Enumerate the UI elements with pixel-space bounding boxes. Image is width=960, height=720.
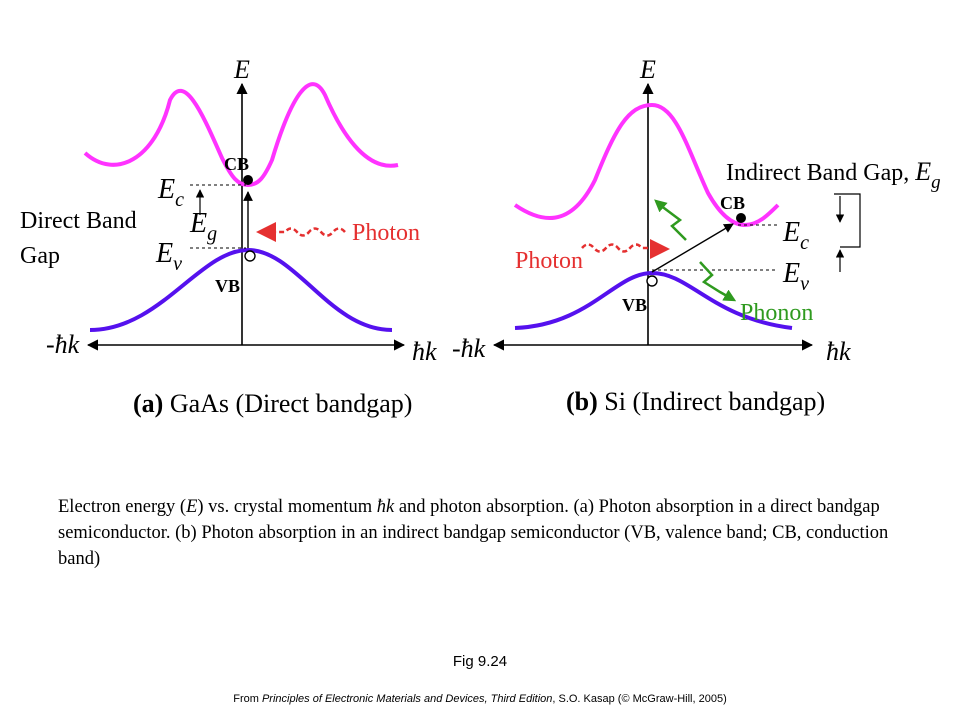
photon-arrow-head xyxy=(650,239,670,259)
electron-dot xyxy=(736,213,746,223)
k-axis-pos-label: ħk xyxy=(826,337,851,366)
cb-label: CB xyxy=(224,154,249,174)
figure-number: Fig 9.24 xyxy=(452,653,508,670)
valence-band-curve xyxy=(89,247,393,332)
vb-label: VB xyxy=(622,295,647,315)
indirect-band-gap-label: Indirect Band Gap, Eg xyxy=(726,157,941,193)
ev-label: Ev xyxy=(782,258,809,295)
ev-label: Ev xyxy=(155,238,182,275)
k-axis-pos-label: ħk xyxy=(412,337,437,366)
source-credit: From Principles of Electronic Materials … xyxy=(233,693,727,705)
photon-wave-arrow xyxy=(270,227,346,237)
hole-circle xyxy=(244,250,256,262)
cb-label: CB xyxy=(720,193,745,213)
energy-axis-label: E xyxy=(233,55,250,84)
valence-band-curve xyxy=(514,270,793,330)
panel-b-title: (b) Si (Indirect bandgap) xyxy=(566,387,825,416)
phonon-arrow-up xyxy=(654,199,687,241)
panel-b-indirect-bandgap: E -ħk ħk CB VB Ec Ev Indirect Band Gap, … xyxy=(452,55,941,416)
panel-a-title: (a) GaAs (Direct bandgap) xyxy=(133,389,412,418)
k-axis-neg-label: -ħk xyxy=(46,330,80,359)
electron-dot xyxy=(243,175,253,185)
band-diagram-figure: E -ħk ħk CB VB Ec Eg Ev Direct Band Gap … xyxy=(20,55,941,418)
photon-wave-arrow xyxy=(581,243,652,253)
hole-circle xyxy=(646,275,658,287)
energy-axis-label: E xyxy=(639,55,656,84)
gap-bracket xyxy=(834,193,861,248)
figure-caption: Electron energy (E) vs. crystal momentum… xyxy=(58,497,889,569)
phonon-arrow-down xyxy=(699,261,737,302)
phonon-label: Phonon xyxy=(740,300,813,326)
eg-label: Eg xyxy=(189,208,217,245)
conduction-band-curve xyxy=(83,82,399,188)
direct-band-gap-label-line1: Direct Band xyxy=(20,208,137,234)
ec-label: Ec xyxy=(782,217,809,254)
photon-label: Photon xyxy=(352,220,420,246)
panel-a-direct-bandgap: E -ħk ħk CB VB Ec Eg Ev Direct Band Gap … xyxy=(20,55,437,418)
transition-arrow xyxy=(651,223,734,273)
direct-band-gap-label-line2: Gap xyxy=(20,243,60,269)
photon-label: Photon xyxy=(515,248,583,274)
k-axis-neg-label: -ħk xyxy=(452,334,486,363)
vb-label: VB xyxy=(215,276,240,296)
photon-arrow-head xyxy=(256,222,276,242)
ec-label: Ec xyxy=(157,174,184,211)
